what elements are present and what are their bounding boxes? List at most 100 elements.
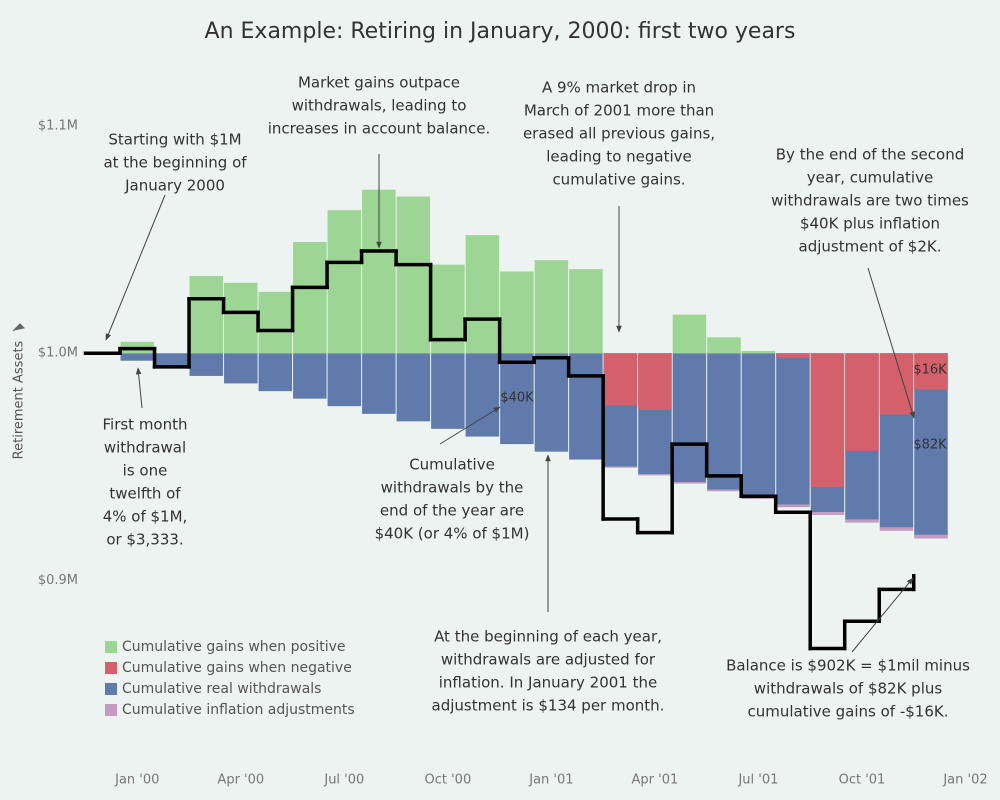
inflation-bar — [845, 519, 879, 523]
inflation-bar — [638, 474, 672, 476]
annotation: leading to negative — [546, 148, 692, 166]
annotation: twelfth of — [109, 485, 181, 503]
gain-bar — [327, 210, 362, 354]
inflation-bar — [810, 512, 845, 515]
withdrawal-bar — [293, 353, 327, 399]
x-tick-label: Jan '01 — [528, 773, 573, 788]
annotation: end of the year are — [380, 502, 524, 520]
annotation: withdrawals by the — [381, 479, 524, 497]
gain-bar — [569, 269, 603, 354]
legend-label: Cumulative gains when negative — [122, 660, 352, 676]
withdrawal-bar — [534, 353, 569, 452]
gain-bar — [224, 282, 258, 354]
gain-bar — [741, 350, 776, 354]
withdrawal-bar — [569, 353, 603, 460]
annotation: $40K — [500, 391, 534, 406]
inflation-bar — [776, 504, 810, 508]
legend-swatch — [105, 704, 117, 716]
gain-bar — [189, 276, 224, 354]
annotation: withdrawals, leading to — [292, 97, 467, 115]
gain-bar — [396, 196, 431, 354]
withdrawal-bar — [155, 353, 189, 369]
annotation: or $3,333. — [106, 531, 183, 549]
loss-bar — [810, 353, 845, 488]
annotation: January 2000 — [124, 177, 225, 195]
withdrawal-bar — [327, 353, 362, 407]
annotation-arrow — [105, 194, 166, 341]
gain-bar — [258, 291, 293, 354]
annotation: inflation. In January 2001 the — [439, 674, 657, 692]
annotation: 4% of $1M, — [103, 508, 188, 526]
annotation: $40K (or 4% of $1M) — [375, 525, 530, 543]
annotation: withdrawals are adjusted for — [441, 651, 656, 669]
x-tick-label: Jan '02 — [942, 773, 987, 788]
annotation: March of 2001 more than — [524, 102, 714, 120]
annotation: Balance is $902K = $1mil minus — [726, 657, 970, 675]
loss-bar — [914, 353, 948, 390]
legend-label: Cumulative inflation adjustments — [122, 702, 355, 718]
withdrawal-bar — [431, 353, 465, 429]
y-tick-label: $1.0M — [38, 346, 78, 361]
pin-icon — [12, 323, 26, 332]
annotation: Cumulative — [409, 456, 495, 474]
inflation-bar — [879, 527, 914, 531]
annotation: Starting with $1M — [108, 131, 241, 149]
loss-bar — [638, 353, 672, 410]
withdrawal-bar — [189, 353, 224, 376]
withdrawal-bar — [224, 353, 258, 384]
withdrawal-bar — [396, 353, 431, 422]
legend-swatch — [105, 683, 117, 695]
x-tick-label: Oct '01 — [839, 773, 886, 788]
legend-label: Cumulative gains when positive — [122, 639, 346, 655]
x-tick-label: Jul '00 — [323, 773, 364, 788]
annotation: $40K plus inflation — [800, 215, 940, 233]
annotation: withdrawals are two times — [771, 192, 969, 210]
withdrawal-bar — [258, 353, 293, 392]
annotation-arrow — [851, 577, 914, 653]
annotation: Market gains outpace — [298, 74, 460, 92]
y-tick-label: $0.9M — [38, 573, 78, 588]
annotation: is one — [123, 462, 168, 480]
loss-bar — [845, 353, 879, 451]
annotation: $82K — [913, 438, 947, 453]
gain-bar — [500, 271, 534, 354]
chart-title: An Example: Retiring in January, 2000: f… — [205, 19, 796, 44]
loss-bar — [603, 353, 638, 406]
annotation-arrow — [135, 367, 143, 409]
inflation-bar — [603, 466, 638, 468]
annotation-arrow — [439, 406, 501, 445]
annotation: adjustment is $134 per month. — [432, 697, 665, 715]
inflation-bar — [672, 481, 707, 484]
legend-swatch — [105, 662, 117, 674]
withdrawal-bar — [120, 353, 155, 361]
annotation: $16K — [913, 363, 947, 378]
withdrawal-bar — [672, 353, 707, 482]
annotation: withdrawals of $82K plus — [754, 680, 943, 698]
gain-bar — [465, 235, 500, 354]
gain-bar — [534, 260, 569, 354]
annotation: erased all previous gains, — [523, 125, 715, 143]
annotation: At the beginning of each year, — [434, 628, 662, 646]
inflation-bar — [707, 489, 741, 492]
annotation: at the beginning of — [103, 154, 247, 172]
gain-bar — [672, 314, 707, 354]
loss-bar — [879, 353, 914, 415]
annotation: By the end of the second — [776, 146, 964, 164]
y-axis-title: Retirement Assets — [12, 340, 27, 459]
withdrawal-bar — [776, 353, 810, 505]
x-tick-label: Apr '01 — [632, 773, 679, 788]
withdrawal-bar — [362, 353, 396, 414]
inflation-bar — [569, 459, 603, 460]
x-tick-label: Oct '00 — [424, 773, 471, 788]
annotation: A 9% market drop in — [542, 79, 696, 97]
annotation: withdrawal — [104, 439, 186, 457]
gain-bar — [707, 337, 741, 354]
loss-bar — [776, 353, 810, 358]
annotation: year, cumulative — [807, 169, 933, 187]
withdrawal-bar — [707, 353, 741, 490]
annotation-arrow — [867, 267, 915, 419]
annotation: cumulative gains. — [552, 171, 685, 189]
annotation: increases in account balance. — [268, 120, 491, 138]
withdrawal-bar — [741, 353, 776, 497]
